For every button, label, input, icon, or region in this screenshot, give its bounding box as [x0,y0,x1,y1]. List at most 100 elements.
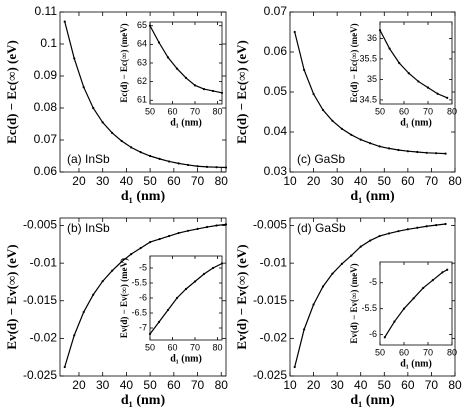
point [215,224,218,227]
point [158,237,161,241]
point [202,272,206,276]
x-axis-label: d₁ (nm) [121,393,166,407]
y-tick-label: 0.07 [34,132,58,146]
x-tick-label: 80 [215,378,229,392]
point [193,280,197,283]
y-tick-label: 64 [137,39,147,49]
y-tick-label: -0.025 [23,368,57,382]
x-tick-label: 70 [425,174,439,188]
y-axis-label: Ec(d) − Ec(∞) (eV) [234,40,249,144]
point [441,271,444,274]
point [186,229,190,232]
point [196,227,199,231]
point [111,131,114,135]
y-tick-label: -0.005 [253,218,287,232]
point [177,231,180,235]
point [92,106,95,110]
y-tick-label: -0.025 [253,368,287,382]
x-axis-label: d₁ (nm) [350,393,395,407]
x-tick-label: 50 [145,106,155,116]
point [175,67,179,70]
point [303,68,306,72]
point [402,307,406,310]
point [148,24,152,27]
point [312,92,315,96]
inset-chart: 50 60 70 80 34.5 35 35.5 36 d₁ (nm) Ec(d) − Ec(∞)… [349,21,457,128]
point [166,56,170,59]
point [412,297,415,300]
x-tick-label: 70 [423,347,433,357]
curve [384,269,448,338]
y-axis-label: Ev(d) − Ev(∞) (eV) [234,244,249,349]
y-tick-label: 0.11 [35,4,58,18]
point [177,162,180,165]
y-tick-label: -5 [139,262,147,272]
x-tick-label: 30 [330,174,344,188]
x-tick-label: 60 [399,347,409,357]
panel-label: (b) InSb [67,221,110,235]
y-tick-label: 36 [367,33,377,43]
y-tick-label: -0.02 [30,331,58,345]
x-axis-label: d₁ (nm) [121,189,166,204]
point [397,148,400,152]
x-tick-label: 20 [307,378,321,392]
point [416,150,419,154]
x-tick-label: 80 [215,174,229,188]
point [101,280,104,283]
y-tick-label: 63 [137,57,147,67]
point [130,146,133,149]
point [321,108,325,112]
point [73,334,76,337]
point [158,157,161,160]
y-tick-label: 65 [137,20,147,30]
y-tick-label: 0.1 [40,36,57,50]
x-tick-label: 40 [120,174,134,188]
x-tick-label: 20 [72,174,86,188]
point [211,89,215,93]
point [120,139,123,143]
y-axis-label: Ev(d) − Ev(∞) (eV) [4,244,19,349]
point [215,166,218,169]
point [205,225,209,229]
point [148,332,152,336]
point [166,308,170,312]
x-tick-label: 60 [401,174,415,188]
point [312,303,315,306]
x-tick-label: 60 [167,342,177,352]
x-tick-label: 80 [212,342,222,352]
point [444,152,447,155]
point [149,240,152,244]
point [417,80,420,83]
y-tick-label: -0.005 [23,218,57,232]
point [193,84,197,87]
point [422,286,425,290]
y-tick-label: -0.015 [253,293,287,307]
point [73,57,76,60]
point [167,234,171,238]
x-tick-label: 60 [167,106,177,116]
x-axis-label: d₁ (nm) [400,358,432,369]
point [184,76,188,80]
point [205,165,209,168]
point [82,86,85,89]
point [139,151,142,154]
point [130,253,133,256]
x-tick-label: 20 [307,174,321,188]
point [426,86,430,89]
point [446,96,449,99]
point [359,245,362,248]
point [444,222,447,226]
x-tick-label: 40 [354,174,368,188]
point [369,239,372,242]
point [359,138,362,141]
y-tick-label: 0.08 [34,100,58,114]
x-tick-label: 70 [423,106,433,116]
point [175,296,179,300]
y-tick-label: 0.06 [34,164,58,178]
curve [379,29,448,99]
point [435,224,438,227]
point [369,142,372,145]
x-tick-label: 80 [448,174,462,188]
x-tick-label: 50 [143,378,157,392]
point [224,166,228,169]
